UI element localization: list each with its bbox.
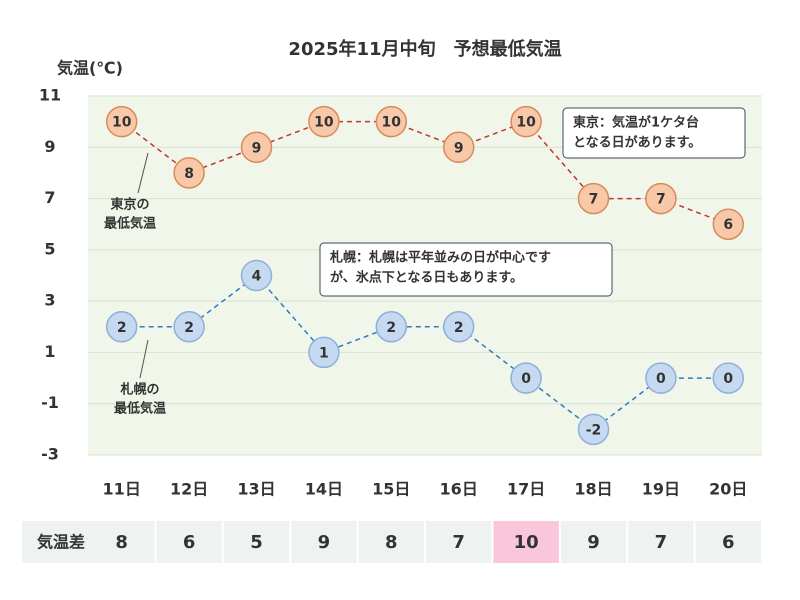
x-tick-label: 17日 [507,480,545,499]
x-tick-label: 20日 [709,480,747,499]
table-value: 6 [722,532,735,553]
data-point [712,362,745,394]
table-value: 6 [183,532,196,553]
callout-box [319,242,613,297]
table-cell [695,521,761,563]
y-tick-label: 9 [44,137,55,156]
table-value: 9 [587,532,600,553]
data-point [375,311,408,343]
data-label: 9 [252,140,262,156]
data-point [173,311,205,343]
table-cell [156,521,222,563]
data-label: 10 [314,115,334,131]
table-value: 9 [318,532,331,553]
data-point [510,105,542,138]
data-point [645,182,677,215]
callout-text: が、氷点下となる日もあります。 [330,270,523,286]
table-cell [358,521,424,563]
table-value: 7 [655,532,668,553]
data-point [240,131,273,164]
data-point [712,208,745,240]
data-point [510,362,542,394]
table-cell [493,521,559,563]
table-cell [560,521,627,563]
data-label: -2 [586,422,602,438]
series-label: 東京の [110,197,149,213]
data-point [105,105,138,138]
y-tick-label: -3 [41,445,59,464]
series-line [121,120,729,225]
x-tick-label: 13日 [237,480,275,499]
series-label: 札幌の [119,382,159,398]
callout-text: となる日があります。 [573,135,701,151]
y-tick-label: 3 [44,291,55,310]
data-label: 7 [589,192,599,208]
table-cell [628,521,694,563]
table-header-cell [22,521,100,563]
table-value: 8 [385,532,398,553]
data-point [375,105,408,138]
data-point [105,311,138,343]
series-line [121,274,729,431]
y-tick-label: 1 [44,342,55,361]
data-label: 6 [723,217,733,233]
table-value: 10 [514,532,539,553]
data-label: 9 [454,140,464,156]
pointer-line [137,152,149,194]
data-point [577,182,610,215]
x-tick-label: 15日 [372,480,410,499]
table-cell [426,521,492,563]
table-value: 8 [115,532,128,553]
table-value: 5 [250,532,263,553]
data-label: 2 [386,320,396,336]
data-label: 10 [112,115,132,131]
data-point [173,157,205,189]
data-label: 10 [382,115,402,131]
data-label: 1 [319,345,329,361]
data-label: 2 [454,320,464,336]
data-label: 0 [656,371,666,387]
data-point [442,131,475,164]
callout-box [562,107,746,159]
table-cell [291,521,357,563]
table-header: 気温差 [37,533,85,552]
callout-text: 札幌：札幌は平年並みの日が中心です [329,250,551,266]
data-point [308,336,340,369]
data-label: 10 [516,115,536,131]
x-tick-label: 19日 [642,480,680,499]
y-tick-label: 5 [44,239,55,258]
pointer-line [139,339,149,379]
data-label: 4 [252,269,262,285]
table-cell [223,521,290,563]
series-label: 最低気温 [114,401,166,417]
data-label: 0 [723,371,733,387]
data-point [577,413,610,446]
data-point [442,311,475,343]
data-point [645,362,677,394]
x-tick-label: 16日 [440,480,478,499]
chart-title: 2025年11月中旬 予想最低気温 [288,38,561,60]
callout-text: 東京：気温が1ケタ台 [573,115,699,131]
table-cell [89,521,155,563]
data-label: 2 [117,320,127,336]
x-tick-label: 12日 [170,480,208,499]
y-axis-label: 気温(℃) [57,59,123,78]
table-value: 7 [452,532,465,553]
data-point [240,259,273,292]
series-label: 最低気温 [104,216,156,232]
x-tick-label: 18日 [574,480,612,499]
y-tick-label: -1 [41,393,59,412]
y-tick-label: 11 [39,86,61,105]
x-tick-label: 14日 [305,480,343,499]
data-label: 0 [521,371,531,387]
x-tick-label: 11日 [103,480,141,499]
data-label: 2 [184,320,194,336]
data-label: 7 [656,192,666,208]
data-point [308,105,340,138]
data-label: 8 [184,166,194,182]
y-tick-label: 7 [44,188,55,207]
